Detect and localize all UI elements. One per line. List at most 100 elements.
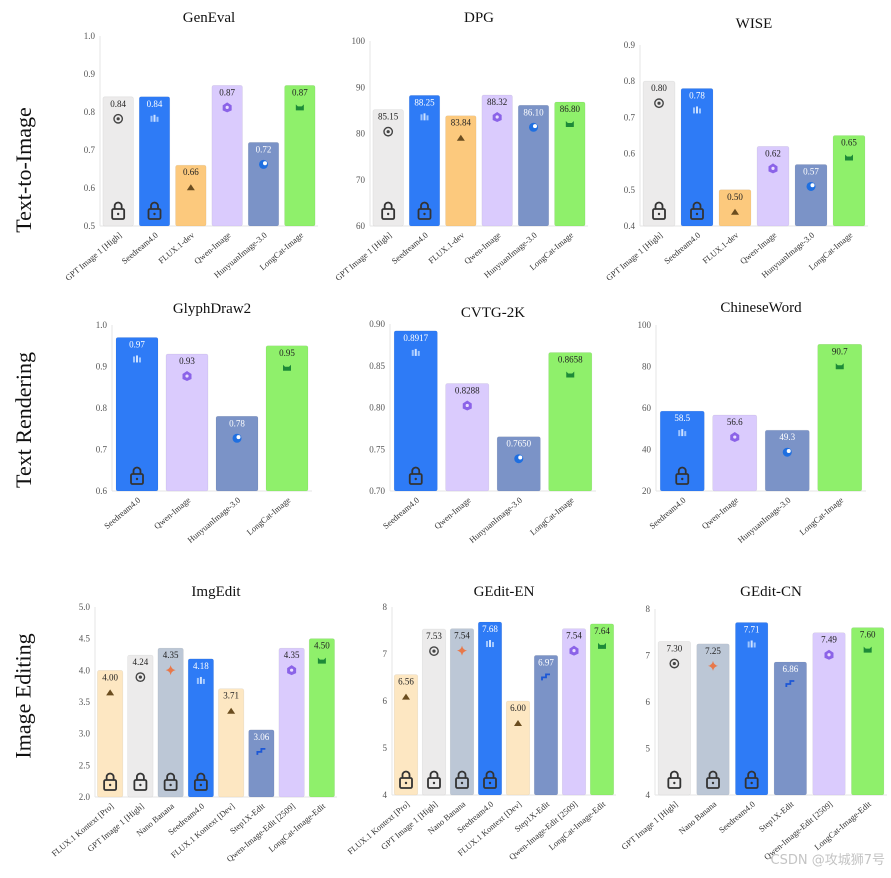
y-tick-label: 3.0 [79,729,91,739]
longcat-icon [565,121,574,128]
bar-group-gpt-image-1-high: 0.80 GPT Image 1 [High] [604,80,676,283]
y-tick-label: 0.5 [624,185,636,195]
y-tick-label: 0.7 [96,445,108,455]
x-tick-label: Seedream4.0 [662,230,702,266]
chart-title: GenEval [183,10,235,26]
y-tick-label: 20 [642,486,652,496]
openai-icon [429,646,439,656]
y-tick-label: 60 [642,403,652,413]
bar [756,146,790,227]
data-label: 0.8288 [455,385,480,395]
y-tick-label: 100 [352,36,366,46]
hunyuan-icon [782,447,792,457]
y-tick-label: 2.0 [79,792,91,802]
stepfun-icon [785,680,795,688]
chart-gedit-cn: GEdit-CN 4 5 6 7 8 7.30 GPT Image 1 [High] 7.25 N… [619,584,887,862]
bar [680,88,714,227]
data-label: 7.49 [821,635,837,645]
data-label: 7.54 [566,631,582,641]
data-label: 0.65 [841,138,857,148]
data-label: 0.62 [765,148,781,158]
longcat-icon [283,364,291,371]
y-tick-label: 5.0 [79,602,91,612]
openai-icon [113,113,124,124]
y-tick-label: 0.5 [84,221,96,231]
y-tick-label: 1.0 [96,320,108,330]
data-label: 0.8917 [403,333,428,343]
bar [165,353,209,492]
y-tick-label: 4.5 [79,634,91,644]
chart-title: DPG [464,10,494,26]
bar [505,700,531,796]
bar [218,688,245,798]
gemini-icon [708,660,718,671]
bar-group-qwen-image: 56.6 Qwen-Image [700,414,758,531]
data-label: 0.87 [219,87,235,97]
x-tick-label: HunyuanImage-3.0 [185,495,242,545]
openai-icon [383,126,394,137]
bar [642,80,676,227]
flux-icon [514,720,522,726]
data-label: 6.97 [538,657,554,667]
data-label: 0.97 [129,339,145,349]
bytedance-icon [678,429,687,437]
lock-icon [690,201,704,220]
lock-icon [706,770,720,789]
bar [278,647,305,798]
y-tick-label: 70 [356,175,366,185]
gemini-icon [457,645,467,656]
longcat-icon [845,154,853,161]
data-label: 4.50 [314,641,330,651]
data-label: 4.00 [102,672,118,682]
bar [659,410,705,492]
bar [533,655,559,796]
longcat-icon [317,657,326,664]
data-label: 0.80 [651,83,667,93]
qwen-icon [287,665,297,676]
x-tick-label: Seedream4.0 [647,495,687,531]
y-tick-label: 80 [642,362,652,372]
data-label: 0.78 [689,90,705,100]
lock-icon [111,201,126,220]
chart-title: CVTG-2K [461,305,525,321]
bytedance-icon [747,640,756,648]
bar [408,95,441,227]
y-tick-label: 0.8 [624,76,636,86]
data-label: 7.25 [705,646,721,656]
bytedance-icon [411,348,420,356]
data-label: 88.32 [487,97,507,107]
x-tick-label: Qwen-Image [432,495,473,531]
qwen-icon [462,400,472,411]
bar [548,352,593,492]
data-label: 7.53 [426,631,442,641]
bar-group-qwen-image: 0.8288 Qwen-Image [432,383,490,531]
x-tick-label: GPT Image 1 [High] [63,230,124,283]
qwen-icon [569,645,579,656]
bar [812,632,846,796]
lock-icon [483,770,497,789]
bar [421,628,447,796]
bar [215,415,259,492]
openai-icon [135,672,146,683]
y-tick-label: 0.6 [84,183,96,193]
qwen-icon [222,102,232,113]
bar [554,101,586,227]
data-label: 90.7 [832,346,848,356]
y-tick-label: 90 [356,82,366,92]
x-tick-label: FLUX.1-dev [426,229,466,265]
lock-icon [399,770,413,789]
y-tick-label: 8 [383,602,388,612]
bytedance-icon [196,676,205,684]
x-tick-label: HunyuanImage-3.0 [736,495,793,545]
data-label: 86.10 [523,107,544,117]
y-tick-label: 0.6 [624,149,636,159]
bytedance-icon [486,640,494,648]
flux-icon [227,707,236,714]
bar [764,429,810,492]
data-label: 4.24 [133,657,149,667]
y-tick-label: 0.7 [624,112,636,122]
bar [372,109,404,227]
data-label: 4.18 [193,661,209,671]
